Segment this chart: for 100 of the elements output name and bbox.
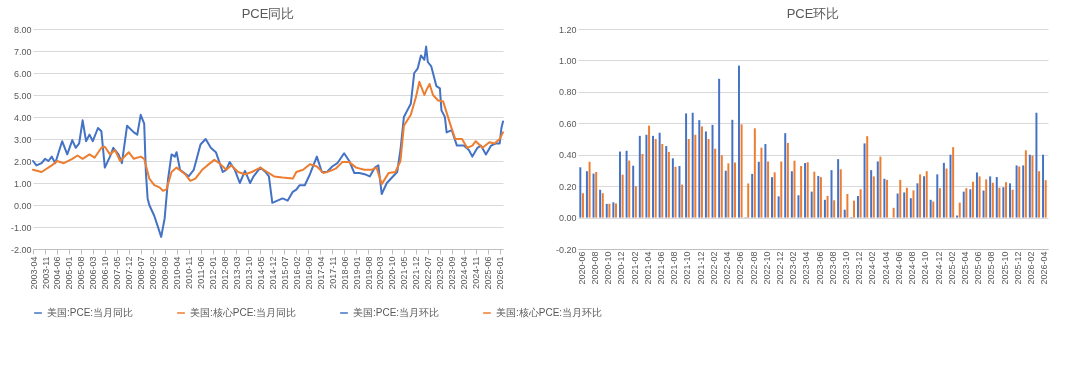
x-tick-label: 2023-06 [814,251,825,285]
x-tick-label: 2022-08 [748,251,759,285]
y-tick-label: 1.00 [13,178,32,189]
x-tick-label: 2020-12 [616,251,627,285]
y-tick-label: 1.20 [558,24,577,35]
x-tick-label: 2013-10 [243,256,254,290]
x-tick-label: 2023-02 [435,256,446,290]
x-tick-label: 2024-02 [867,251,878,285]
x-tick-label: 2022-04 [722,251,733,285]
x-tick-label: 2021-05 [399,256,410,290]
x-tick-label: 2021-12 [411,256,422,290]
x-tick-label: 2026-02 [1026,251,1037,285]
x-tick-label: 2019-08 [363,256,374,290]
x-tick-label: 2026-04 [1039,251,1050,285]
x-tick-label: 2014-05 [255,256,266,290]
x-tick-label: 2023-12 [854,251,865,285]
y-tick-label: 0.00 [558,213,577,224]
x-tick-label: 2021-10 [682,251,693,285]
x-tick-label: 2024-12 [933,251,944,285]
y-tick-label: 0.40 [558,150,577,161]
x-tick-label: 2020-10 [387,256,398,290]
x-tick-label: 2025-10 [999,251,1010,285]
x-tick-label: 2009-02 [148,256,159,290]
x-tick-label: 2020-03 [375,256,386,290]
x-tick-label: 2026-01 [495,256,506,290]
x-tick-label: 2007-05 [112,256,123,290]
y-tick-label: 8.00 [13,24,32,35]
y-tick-label: 2.00 [13,156,32,167]
x-tick-label: 2023-09 [447,256,458,290]
x-tick-label: 2021-12 [695,251,706,285]
x-tick-label: 2025-04 [960,251,971,285]
x-tick-label: 2014-12 [267,256,278,290]
x-tick-label: 2015-07 [279,256,290,290]
x-tick-label: 2021-02 [629,251,640,285]
chart-title: PCE环比 [786,6,840,21]
x-tick-label: 2010-04 [172,256,183,290]
y-tick-label: -0.20 [555,244,577,255]
x-tick-label: 2009-09 [160,256,171,290]
x-tick-label: 2020-08 [589,251,600,285]
x-tick-label: 2003-04 [28,256,39,290]
chart-title: PCE同比 [241,6,295,21]
x-tick-label: 2022-12 [774,251,785,285]
y-tick-label: 4.00 [13,112,32,123]
x-tick-label: 2024-06 [893,251,904,285]
x-tick-label: 2024-04 [880,251,891,285]
x-tick-label: 2005-01 [64,256,75,290]
y-tick-label: 0.80 [558,87,577,98]
legend-label: 美国:PCE:当月同比 [47,307,134,318]
y-tick-label: 1.00 [558,55,577,66]
x-tick-label: 2022-10 [761,251,772,285]
x-tick-label: 2025-08 [986,251,997,285]
x-tick-label: 2012-01 [208,256,219,290]
x-tick-label: 2024-04 [459,256,470,290]
x-tick-label: 2013-03 [231,256,242,290]
x-tick-label: 2020-10 [603,251,614,285]
x-tick-label: 2021-06 [655,251,666,285]
x-tick-label: 2023-08 [827,251,838,285]
x-tick-label: 2024-08 [907,251,918,285]
x-tick-label: 2006-03 [88,256,99,290]
x-tick-label: 2016-02 [291,256,302,290]
x-tick-label: 2003-11 [40,256,51,289]
x-tick-label: 2025-06 [483,256,494,290]
y-tick-label: 5.00 [13,90,32,101]
x-tick-label: 2022-07 [423,256,434,290]
x-tick-label: 2023-02 [788,251,799,285]
x-tick-label: 2019-01 [351,256,362,290]
x-tick-label: 2025-06 [973,251,984,285]
line-series [32,80,504,192]
x-tick-label: 2011-06 [196,256,206,289]
y-tick-label: 7.00 [13,46,32,57]
y-tick-label: 6.00 [13,68,32,79]
x-tick-label: 2021-04 [642,251,653,285]
x-tick-label: 2020-06 [576,251,587,285]
x-tick-label: 2023-10 [841,251,852,285]
x-tick-label: 2012-08 [219,256,230,290]
x-tick-label: 2025-02 [946,251,957,285]
x-tick-label: 2022-02 [708,251,719,285]
y-tick-label: 0.00 [13,200,32,211]
line-series [32,45,504,238]
x-tick-label: 2010-11 [184,256,195,289]
x-tick-label: 2024-11 [471,256,482,289]
x-tick-label: 2017-11 [327,256,338,289]
x-tick-label: 2017-04 [315,256,326,290]
x-tick-label: 2006-10 [100,256,111,290]
y-tick-label: -2.00 [10,244,32,255]
x-tick-label: 2024-10 [920,251,931,285]
x-tick-label: 2016-09 [303,256,314,290]
legend-label: 美国:核心PCE:当月同比 [190,307,297,318]
y-tick-label: 0.60 [558,118,577,129]
legend-label: 美国:PCE:当月环比 [353,307,440,318]
x-tick-label: 2007-12 [124,256,135,290]
y-tick-label: -1.00 [10,222,32,233]
y-tick-label: 0.20 [558,181,577,192]
x-tick-label: 2008-07 [136,256,147,290]
x-tick-label: 2004-06 [52,256,63,290]
x-tick-label: 2022-06 [735,251,746,285]
x-tick-label: 2005-08 [76,256,87,290]
x-tick-label: 2025-12 [1012,251,1023,285]
y-tick-label: 3.00 [13,134,32,145]
legend-label: 美国:核心PCE:当月环比 [496,307,603,318]
